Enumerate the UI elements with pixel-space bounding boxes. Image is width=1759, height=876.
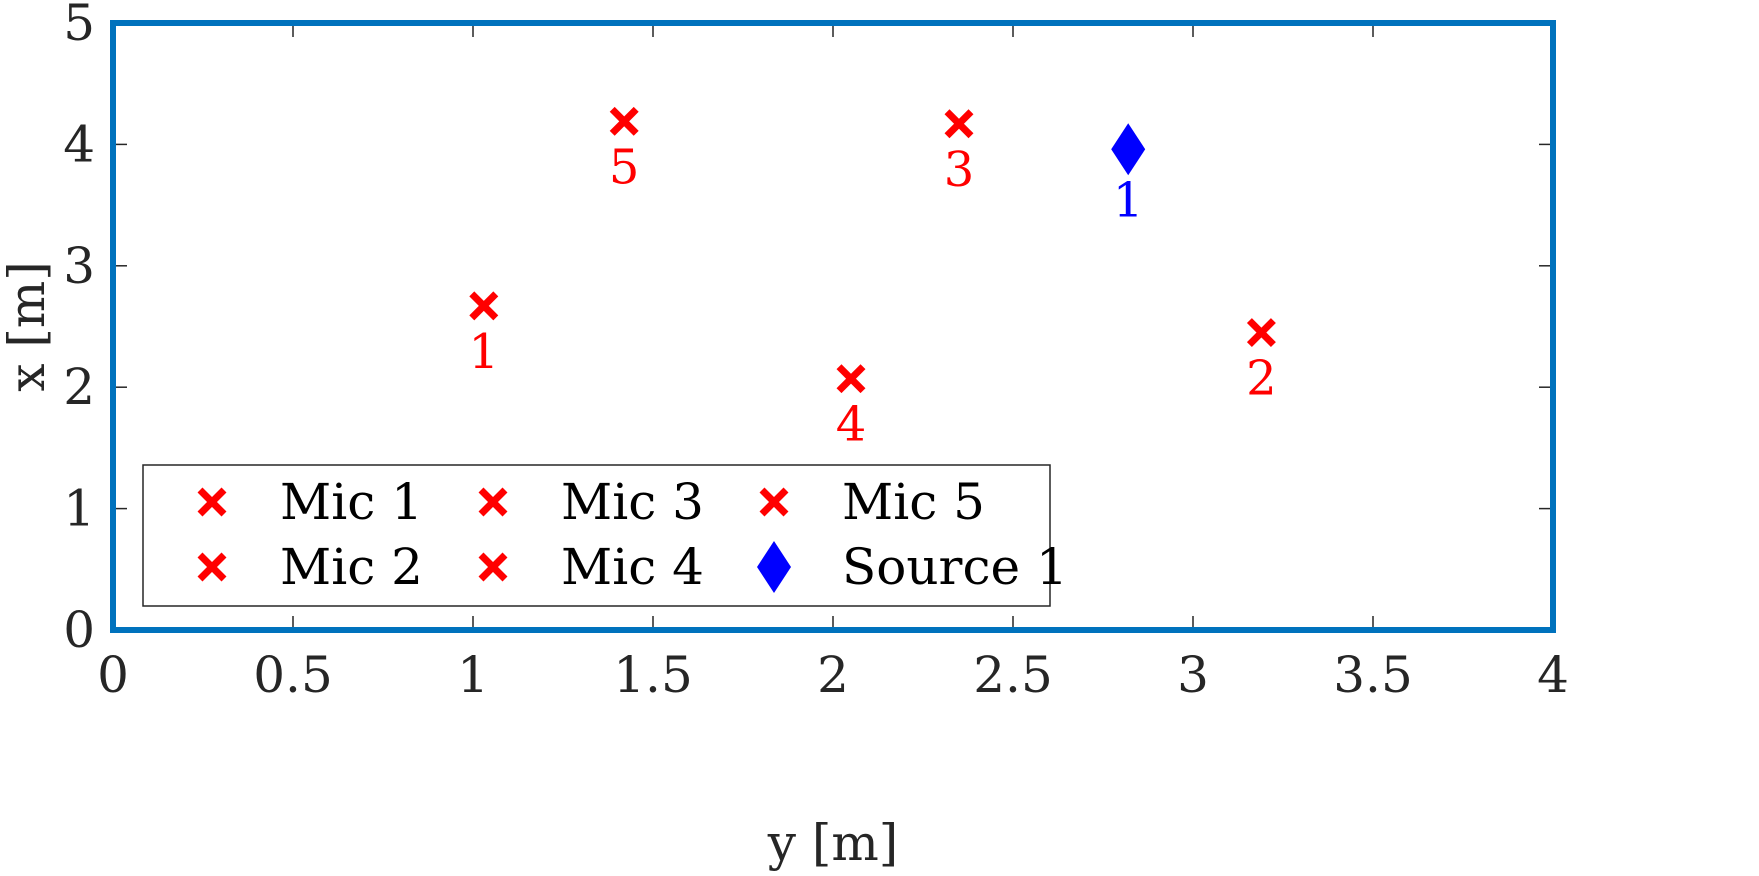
legend-marker-source-1 — [757, 541, 791, 593]
x-tick-label: 1.5 — [613, 646, 693, 704]
y-tick-label: 3 — [63, 237, 95, 295]
legend-label-mic-4: Mic 4 — [561, 538, 704, 596]
legend-box — [142, 464, 1051, 607]
x-tick-label: 0.5 — [253, 646, 333, 704]
y-axis-label: x [m] — [0, 261, 56, 392]
point-mic-3-stroke-b — [944, 109, 974, 139]
legend-marker-mic-3-stroke-b — [478, 487, 508, 517]
point-mic-2 — [1246, 318, 1276, 348]
legend-label-mic-3: Mic 3 — [561, 473, 704, 531]
point-label-mic-1: 1 — [469, 324, 500, 380]
y-tick-label: 0 — [63, 601, 95, 659]
point-label-mic-5: 5 — [609, 139, 640, 195]
point-mic-4 — [836, 364, 866, 394]
x-tick-label: 0 — [97, 646, 129, 704]
legend-marker-mic-3 — [478, 487, 508, 517]
y-tick-label: 4 — [63, 115, 95, 173]
point-mic-5 — [609, 106, 639, 136]
y-tick-label: 2 — [63, 358, 95, 416]
point-source-1 — [1111, 123, 1146, 176]
point-mic-4-stroke-b — [836, 364, 866, 394]
point-mic-1 — [469, 291, 499, 321]
x-tick-label: 2.5 — [973, 646, 1053, 704]
point-mic-2-stroke-b — [1246, 318, 1276, 348]
legend-marker-mic-5-stroke-b — [759, 487, 789, 517]
legend-label-mic-2: Mic 2 — [280, 538, 423, 596]
legend-marker-mic-1 — [197, 487, 227, 517]
point-label-source-1: 1 — [1113, 172, 1144, 228]
legend-marker-mic-1-stroke-b — [197, 487, 227, 517]
x-tick-label: 4 — [1537, 646, 1569, 704]
legend-marker-mic-2 — [197, 552, 227, 582]
legend-label-mic-1: Mic 1 — [280, 473, 423, 531]
x-tick-label: 3.5 — [1333, 646, 1413, 704]
point-label-mic-2: 2 — [1246, 351, 1277, 407]
x-tick-label: 2 — [817, 646, 849, 704]
legend-label-mic-5: Mic 5 — [842, 473, 985, 531]
legend-marker-mic-4-stroke-b — [478, 552, 508, 582]
point-mic-3 — [944, 109, 974, 139]
x-tick-label: 1 — [457, 646, 489, 704]
legend-marker-mic-4 — [478, 552, 508, 582]
axes-box — [110, 20, 1556, 633]
point-label-mic-4: 4 — [836, 397, 867, 453]
point-mic-5-stroke-b — [609, 106, 639, 136]
point-label-mic-3: 3 — [944, 142, 975, 198]
point-mic-1-stroke-b — [469, 291, 499, 321]
x-tick-label: 3 — [1177, 646, 1209, 704]
legend-label-source-1: Source 1 — [842, 538, 1068, 596]
x-axis-label: y [m] — [767, 814, 899, 871]
y-tick-label: 5 — [63, 0, 95, 52]
legend-marker-mic-5 — [759, 487, 789, 517]
legend-marker-mic-2-stroke-b — [197, 552, 227, 582]
y-tick-label: 1 — [63, 480, 95, 538]
